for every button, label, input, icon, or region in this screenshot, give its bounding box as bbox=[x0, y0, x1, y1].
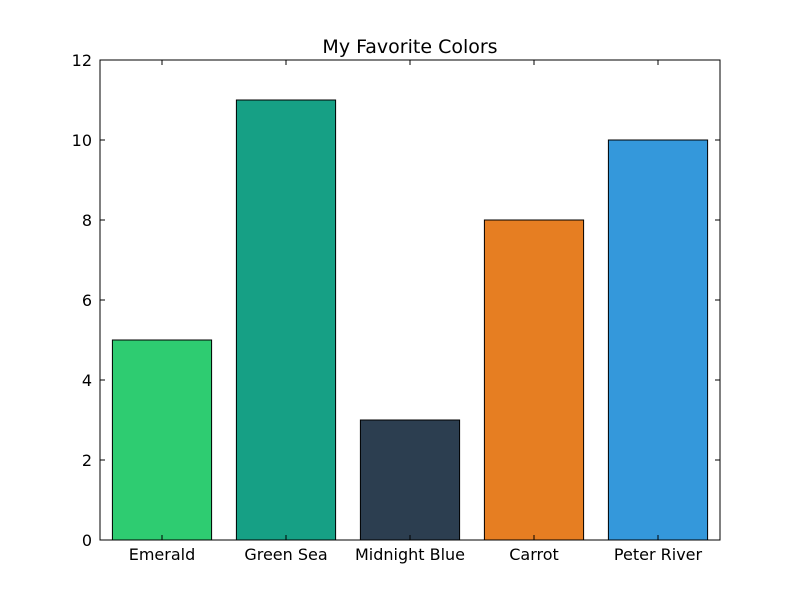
y-axis: 0 2 4 6 8 10 12 bbox=[72, 51, 720, 550]
x-tick-label: Midnight Blue bbox=[355, 545, 465, 564]
bar-peter-river bbox=[607, 139, 709, 541]
x-tick-label: Carrot bbox=[509, 545, 559, 564]
y-tick-label: 4 bbox=[82, 371, 92, 390]
bar-midnight-blue bbox=[359, 419, 461, 541]
x-tick-label: Emerald bbox=[129, 545, 196, 564]
bar-green-sea bbox=[235, 99, 337, 541]
y-tick-label: 2 bbox=[82, 451, 92, 470]
y-tick-label: 12 bbox=[72, 51, 92, 70]
plot-frame bbox=[99, 59, 721, 541]
x-axis: Emerald Green Sea Midnight Blue Carrot Peter… bbox=[129, 60, 703, 564]
bar-emerald bbox=[111, 339, 213, 541]
y-tick-label: 10 bbox=[72, 131, 92, 150]
bar-carrot bbox=[483, 219, 585, 541]
x-tick-label: Green Sea bbox=[244, 545, 327, 564]
y-tick-label: 8 bbox=[82, 211, 92, 230]
chart-title: My Favorite Colors bbox=[322, 36, 497, 58]
y-tick-label: 6 bbox=[82, 291, 92, 310]
x-tick-label: Peter River bbox=[614, 545, 703, 564]
bars-group bbox=[111, 99, 709, 541]
y-tick-label: 0 bbox=[82, 531, 92, 550]
